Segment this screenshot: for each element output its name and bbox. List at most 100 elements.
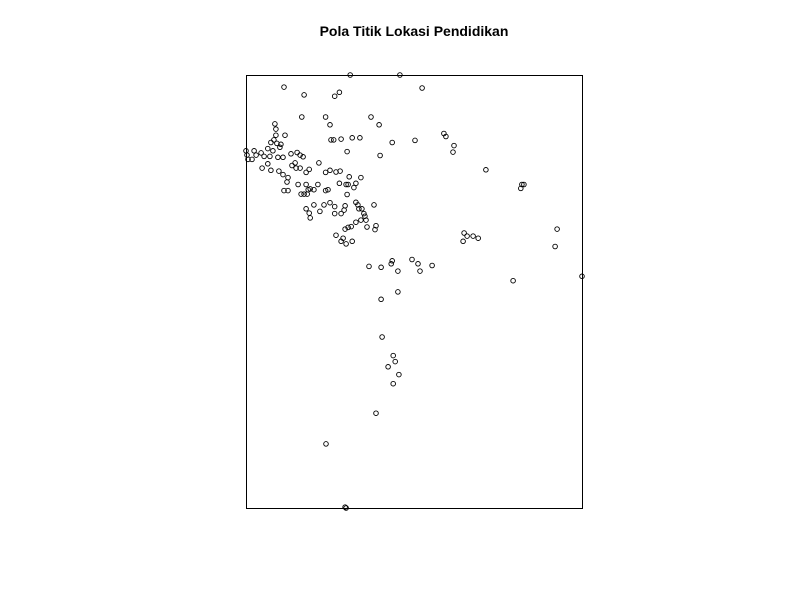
scatter-point-44 [285, 174, 291, 181]
points-layer [243, 72, 585, 511]
scatter-point-139 [388, 261, 394, 267]
scatter-point-124 [483, 167, 489, 173]
scatter-point-83 [355, 202, 361, 208]
scatter-point-15 [245, 156, 251, 163]
scatter-point-95 [333, 232, 339, 238]
scatter-point-116 [344, 148, 350, 155]
scatter-point-56 [298, 191, 304, 197]
scatter-point-112 [330, 137, 337, 143]
scatter-point-99 [349, 238, 355, 245]
scatter-point-32 [273, 132, 279, 138]
scatter-point-63 [281, 187, 287, 194]
scatter-point-157 [343, 505, 349, 511]
scatter-point-113 [338, 136, 344, 142]
scatter-point-42 [276, 168, 282, 174]
scatter-point-8 [368, 114, 374, 120]
scatter-point-5 [336, 89, 343, 96]
scatter-point-123 [450, 149, 456, 155]
scatter-point-25 [277, 144, 283, 151]
scatter-point-45 [284, 179, 290, 185]
scatter-point-33 [282, 132, 288, 138]
scatter-point-106 [337, 168, 343, 174]
scatter-point-153 [390, 380, 396, 387]
scatter-point-28 [275, 154, 281, 161]
scatter-point-27 [267, 153, 273, 160]
scatter-point-114 [349, 135, 355, 141]
scatter-point-50 [306, 166, 312, 173]
scatter-point-2 [397, 72, 403, 78]
scatter-point-149 [390, 352, 396, 359]
scatter-point-94 [342, 226, 348, 232]
scatter-point-35 [294, 149, 300, 156]
scatter-point-93 [345, 224, 351, 231]
scatter-point-85 [359, 206, 365, 212]
scatter-point-60 [311, 186, 317, 193]
scatter-point-156 [342, 504, 348, 510]
scatter-point-38 [292, 160, 298, 166]
scatter-point-9 [299, 114, 305, 120]
scatter-point-117 [377, 152, 383, 159]
scatter-point-148 [379, 334, 385, 340]
scatter-point-78 [344, 191, 350, 198]
scatter-point-135 [579, 273, 585, 280]
scatter-point-103 [322, 169, 329, 176]
scatter-point-70 [331, 210, 338, 217]
scatter-point-73 [307, 215, 313, 221]
scatter-point-108 [346, 174, 352, 180]
scatter-point-71 [303, 206, 309, 212]
scatter-point-130 [470, 233, 476, 239]
scatter-point-40 [265, 161, 271, 167]
scatter-point-66 [321, 202, 327, 208]
scatter-point-134 [552, 243, 558, 250]
scatter-point-24 [274, 140, 280, 147]
scatter-point-48 [297, 165, 303, 171]
scatter-point-77 [351, 184, 357, 191]
scatter-point-46 [289, 162, 295, 169]
scatter-point-111 [328, 137, 334, 143]
scatter-point-17 [253, 152, 259, 158]
scatter-point-11 [376, 122, 382, 128]
scatter-point-138 [378, 264, 384, 271]
scatter-point-58 [304, 191, 310, 197]
scatter-point-155 [323, 441, 329, 447]
scatter-point-133 [554, 226, 560, 232]
scatter-point-145 [429, 262, 435, 269]
scatter-point-97 [340, 235, 346, 241]
scatter-point-91 [353, 219, 359, 225]
scatter-point-87 [362, 213, 368, 219]
scatter-point-121 [443, 133, 449, 140]
scatter-point-141 [395, 268, 401, 274]
scatter-point-43 [280, 171, 286, 178]
scatter-point-128 [461, 230, 467, 236]
scatter-point-150 [392, 358, 398, 365]
scatter-point-67 [327, 199, 333, 206]
scatter-point-22 [268, 139, 274, 146]
scatter-point-74 [336, 180, 343, 187]
scatter-point-98 [343, 241, 349, 247]
scatter-point-51 [316, 160, 322, 166]
scatter-point-101 [373, 222, 379, 229]
scatter-point-79 [342, 203, 348, 209]
scatter-point-12 [288, 151, 294, 157]
scatter-point-18 [249, 156, 255, 163]
scatter-point-127 [518, 185, 524, 192]
scatter-point-23 [271, 137, 277, 143]
scatter-point-61 [322, 187, 329, 194]
scatter-point-92 [348, 223, 354, 230]
scatter-point-88 [371, 202, 377, 208]
scatter-point-62 [325, 186, 331, 193]
scatter-point-20 [261, 153, 267, 160]
scatter-point-129 [464, 233, 470, 239]
scatter-point-52 [295, 181, 301, 188]
scatter-point-64 [285, 187, 291, 194]
scatter-point-147 [395, 289, 401, 295]
scatter-point-136 [510, 277, 516, 284]
scatter-point-69 [317, 208, 323, 215]
scatter-point-152 [396, 371, 402, 378]
scatter-point-107 [353, 180, 359, 187]
scatter-point-137 [366, 263, 372, 270]
scatter-point-30 [272, 121, 278, 127]
scatter-point-26 [270, 148, 276, 154]
